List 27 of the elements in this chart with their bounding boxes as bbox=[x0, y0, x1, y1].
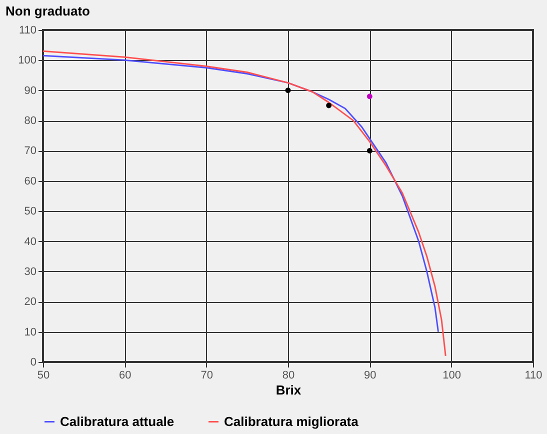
y-tick-label: 20 bbox=[24, 296, 36, 308]
y-tick-label: 60 bbox=[24, 175, 36, 188]
x-tick-label: 60 bbox=[119, 370, 132, 382]
x-tick-label: 70 bbox=[200, 370, 213, 382]
y-tick-label: 90 bbox=[24, 84, 36, 97]
y-tick-label: 10 bbox=[24, 326, 36, 338]
x-tick-label: 90 bbox=[364, 370, 376, 382]
x-axis-title: Brix bbox=[276, 382, 302, 398]
y-tick-label: 80 bbox=[24, 115, 36, 128]
point bbox=[285, 88, 291, 94]
legend-label: Calibratura migliorata bbox=[224, 414, 360, 429]
point bbox=[326, 102, 332, 108]
x-tick-label: 80 bbox=[282, 370, 295, 382]
x-tick-label: 50 bbox=[37, 370, 50, 382]
y-axis-title: Non graduato bbox=[6, 4, 90, 18]
legend-label: Calibratura attuale bbox=[60, 414, 174, 429]
y-tick-label: 100 bbox=[18, 54, 36, 67]
y-tick-label: 40 bbox=[24, 236, 36, 248]
y-tick-label: 50 bbox=[24, 206, 36, 218]
y-tick-label: 30 bbox=[24, 266, 36, 278]
point bbox=[366, 94, 372, 100]
y-tick-label: 110 bbox=[18, 24, 36, 36]
x-tick-label: 110 bbox=[524, 370, 542, 382]
y-tick-label: 0 bbox=[30, 356, 36, 368]
point bbox=[366, 148, 372, 154]
x-tick-label: 100 bbox=[442, 370, 462, 382]
y-tick-label: 70 bbox=[24, 145, 36, 158]
